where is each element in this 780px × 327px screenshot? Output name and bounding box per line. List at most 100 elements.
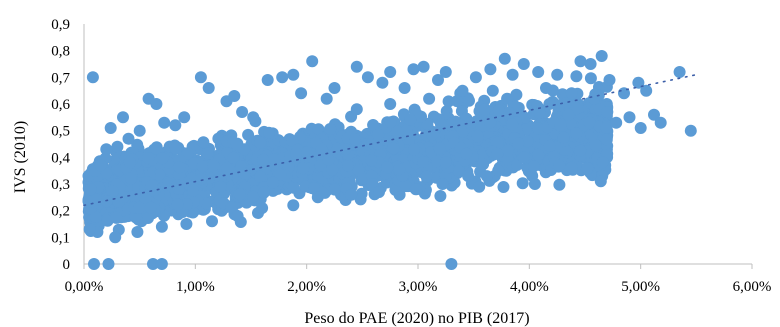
data-point: [601, 106, 613, 118]
data-point: [437, 178, 449, 190]
data-point: [685, 125, 697, 137]
data-point: [197, 160, 209, 172]
data-point: [387, 142, 399, 154]
y-tick-label: 0,1: [51, 230, 70, 246]
data-point: [434, 190, 446, 202]
data-point: [423, 93, 435, 105]
data-point: [421, 171, 433, 183]
data-point: [156, 258, 168, 270]
data-point: [276, 71, 288, 83]
y-axis-title: IVS (2010): [12, 121, 29, 193]
data-point: [262, 74, 274, 86]
data-point: [232, 210, 244, 222]
data-point: [180, 218, 192, 230]
data-point: [484, 117, 496, 129]
data-point: [408, 144, 420, 156]
x-tick-label: 5,00%: [621, 279, 660, 295]
data-point: [207, 159, 219, 171]
data-point: [142, 152, 154, 164]
data-point: [391, 126, 403, 138]
data-point: [306, 55, 318, 67]
data-point: [349, 133, 361, 145]
data-point: [134, 125, 146, 137]
data-point: [123, 133, 135, 145]
data-point: [624, 111, 636, 123]
data-point: [570, 70, 582, 82]
data-point: [477, 158, 489, 170]
data-point: [512, 137, 524, 149]
data-point: [503, 107, 515, 119]
data-point: [290, 148, 302, 160]
data-point: [247, 191, 259, 203]
data-point: [85, 183, 97, 195]
data-point: [544, 140, 556, 152]
y-tick-label: 0,8: [51, 44, 70, 60]
data-point: [457, 85, 469, 97]
y-tick-label: 0,3: [51, 177, 70, 193]
data-point: [590, 139, 602, 151]
data-point: [635, 122, 647, 134]
data-point: [440, 66, 452, 78]
data-point: [610, 117, 622, 129]
data-point: [555, 119, 567, 131]
data-point: [329, 184, 341, 196]
data-point: [498, 181, 510, 193]
data-point: [110, 212, 122, 224]
data-point: [109, 231, 121, 243]
y-tick-label: 0,9: [51, 17, 70, 33]
data-point: [540, 82, 552, 94]
data-point: [124, 156, 136, 168]
data-point: [566, 162, 578, 174]
data-point: [562, 109, 574, 121]
x-tick-label: 0,00%: [65, 279, 104, 295]
data-point: [247, 111, 259, 123]
data-point: [376, 77, 388, 89]
data-point: [518, 151, 530, 163]
data-point: [460, 148, 472, 160]
data-point: [84, 223, 96, 235]
data-point: [156, 152, 168, 164]
data-point: [295, 87, 307, 99]
data-point: [254, 137, 266, 149]
data-point: [581, 162, 593, 174]
data-point: [87, 71, 99, 83]
data-point: [351, 61, 363, 73]
data-point: [528, 160, 540, 172]
x-tick-label: 3,00%: [399, 279, 438, 295]
data-point: [583, 116, 595, 128]
data-point: [410, 183, 422, 195]
data-point: [173, 161, 185, 173]
data-point: [195, 173, 207, 185]
data-point: [588, 93, 600, 105]
data-point: [287, 69, 299, 81]
data-point: [596, 50, 608, 62]
data-point: [88, 258, 100, 270]
data-point: [575, 55, 587, 67]
data-point: [206, 215, 218, 227]
data-point: [287, 199, 299, 211]
data-point: [172, 199, 184, 211]
x-tick-label: 1,00%: [176, 279, 215, 295]
data-point: [329, 82, 341, 94]
x-axis: [84, 264, 752, 269]
data-point: [507, 69, 519, 81]
data-point: [297, 162, 309, 174]
data-point: [445, 258, 457, 270]
data-point: [256, 202, 268, 214]
data-point: [234, 188, 246, 200]
data-point: [551, 69, 563, 81]
data-point: [103, 258, 115, 270]
y-tick-label: 0,6: [51, 97, 70, 113]
y-tick-label: 0,4: [51, 150, 70, 166]
data-point: [553, 179, 565, 191]
data-point: [418, 61, 430, 73]
data-point: [345, 189, 357, 201]
data-point: [517, 177, 529, 189]
data-point: [484, 63, 496, 75]
data-point: [365, 154, 377, 166]
data-point: [487, 85, 499, 97]
data-point: [479, 103, 491, 115]
data-point: [655, 117, 667, 129]
data-point: [362, 71, 374, 83]
data-point: [221, 163, 233, 175]
